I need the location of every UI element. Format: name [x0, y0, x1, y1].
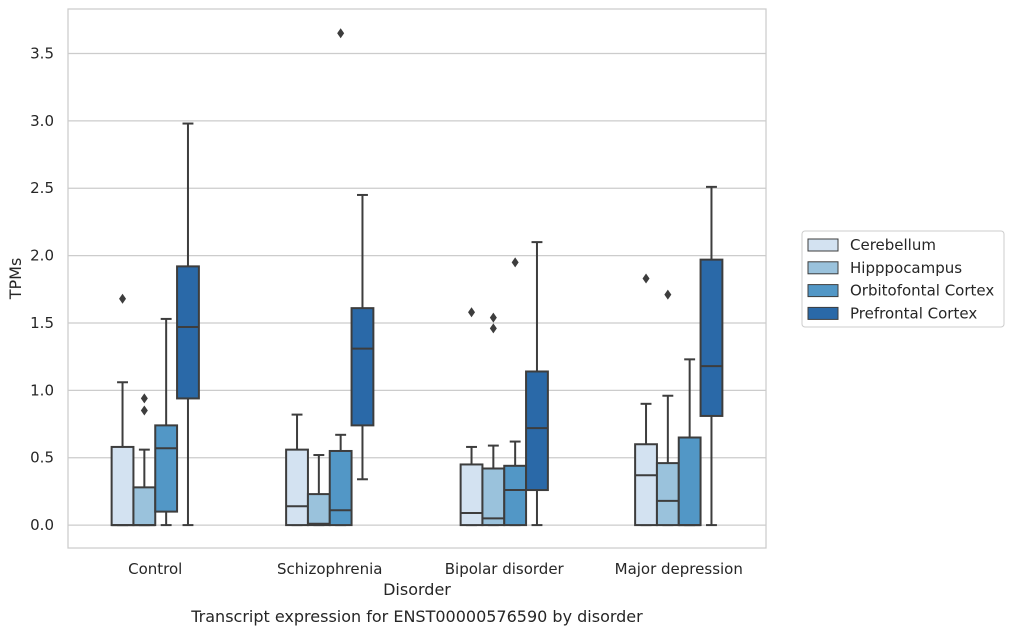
boxes	[110, 28, 724, 527]
box-prefrontal-cortex	[176, 122, 200, 527]
legend-label: Prefrontal Cortex	[850, 304, 977, 322]
box-hipppocampus	[481, 312, 506, 527]
box-body	[285, 448, 309, 527]
outlier-point	[642, 273, 650, 284]
box-body	[503, 464, 528, 527]
legend-label: Cerebellum	[850, 236, 936, 254]
box-body	[176, 265, 200, 400]
y-tick-label: 1.5	[30, 314, 54, 332]
box-cerebellum	[634, 273, 658, 527]
box-orbitofontal-cortex	[328, 28, 353, 527]
box-body	[350, 307, 375, 427]
y-axis-ticks: 0.0 0.5 1.0 1.5 2.0 2.5 3.0 3.5	[30, 44, 54, 534]
box-cerebellum	[110, 293, 135, 527]
y-tick-label: 3.5	[30, 44, 54, 62]
y-axis-label: TPMs	[6, 258, 25, 301]
box-body	[655, 462, 680, 527]
box-orbitofontal-cortex	[154, 317, 179, 527]
y-tick-label: 3.0	[30, 112, 54, 130]
legend-label: Orbitofontal Cortex	[850, 282, 994, 300]
legend: Cerebellum Hipppocampus Orbitofontal Corte…	[801, 230, 1005, 328]
box-cerebellum	[459, 307, 484, 527]
box-body	[132, 486, 157, 527]
box-body	[634, 443, 658, 527]
y-tick-label: 2.0	[30, 247, 54, 265]
box-hipppocampus	[132, 393, 157, 527]
box-body	[459, 463, 484, 527]
outlier-point	[468, 307, 476, 318]
outlier-point	[337, 28, 345, 39]
x-tick-label: Control	[128, 560, 182, 578]
box-body	[328, 449, 353, 527]
box-body	[481, 467, 506, 527]
box-orbitofontal-cortex	[677, 358, 702, 527]
box-prefrontal-cortex	[525, 241, 549, 527]
plot-frame	[67, 8, 767, 549]
x-tick-label: Major depression	[615, 560, 743, 578]
y-tick-label: 0.5	[30, 449, 54, 467]
x-tick-label: Schizophrenia	[277, 560, 382, 578]
x-axis-label: Disorder	[383, 580, 451, 599]
box-orbitofontal-cortex	[503, 257, 528, 527]
box-hipppocampus	[655, 289, 680, 527]
box-body	[154, 424, 179, 513]
y-tick-label: 0.0	[30, 516, 54, 534]
legend-swatch	[807, 261, 839, 275]
outlier-point	[140, 405, 148, 416]
legend-label: Hipppocampus	[850, 259, 962, 277]
legend-frame	[801, 230, 1005, 328]
box-body	[306, 493, 331, 527]
box-prefrontal-cortex	[350, 193, 375, 481]
box-body	[525, 370, 549, 492]
x-tick-label: Bipolar disorder	[445, 560, 565, 578]
box-cerebellum	[285, 413, 309, 527]
x-axis-ticks: Control Schizophrenia Bipolar disorder Majo…	[128, 560, 743, 578]
outlier-point	[664, 289, 672, 300]
box-hipppocampus	[306, 454, 331, 527]
outlier-point	[119, 293, 127, 304]
box-body	[677, 436, 702, 527]
outlier-point	[511, 257, 519, 268]
outlier-point	[140, 393, 148, 404]
y-tick-label: 2.5	[30, 179, 54, 197]
legend-swatch	[807, 306, 839, 320]
legend-swatch	[807, 284, 839, 298]
box-prefrontal-cortex	[699, 185, 724, 527]
box-body	[110, 445, 135, 527]
box-body	[699, 258, 724, 417]
outlier-point	[489, 312, 497, 323]
chart-caption: Transcript expression for ENST0000057659…	[190, 607, 643, 626]
outlier-point	[489, 323, 497, 334]
y-tick-label: 1.0	[30, 381, 54, 399]
legend-swatch	[807, 238, 839, 252]
